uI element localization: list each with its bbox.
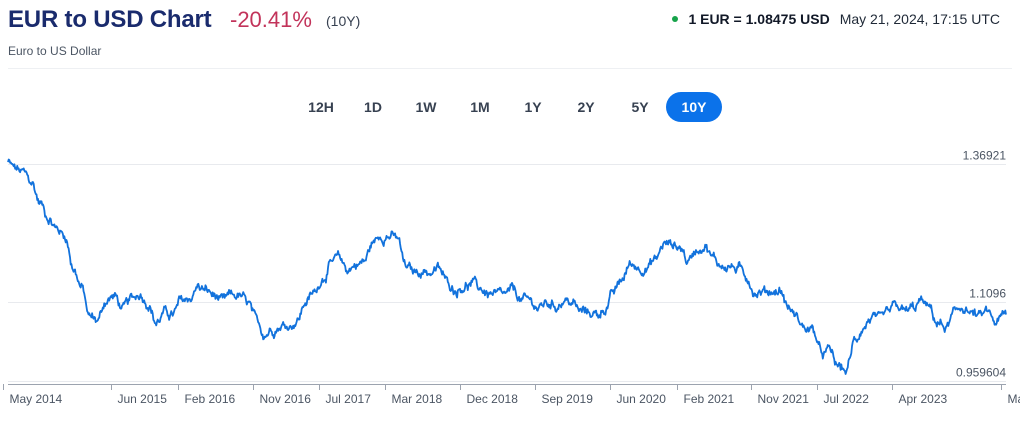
- x-tick-label: Nov 2016: [260, 392, 312, 406]
- chart-header: EUR to USD Chart -20.41% (10Y) 1 EUR = 1…: [8, 4, 1012, 34]
- x-tick-label: Nov 2021: [758, 392, 810, 406]
- live-dot-icon: [672, 16, 679, 22]
- x-tick-label: Dec 2018: [467, 392, 519, 406]
- period-tag: (10Y): [326, 13, 361, 29]
- range-2y-button[interactable]: 2Y: [577, 99, 595, 115]
- x-tick-label: Feb 2021: [684, 392, 735, 406]
- x-tick-label: Jul 2017: [326, 392, 372, 406]
- header-divider: [8, 68, 1012, 69]
- range-1d-button[interactable]: 1D: [364, 99, 382, 115]
- y-reference-label: 1.1096: [969, 287, 1006, 301]
- range-1m-button[interactable]: 1M: [470, 99, 490, 115]
- x-tick-label: Jun 2020: [617, 392, 667, 406]
- page-title: EUR to USD Chart: [8, 6, 212, 33]
- range-1w-button[interactable]: 1W: [415, 99, 437, 115]
- time-range-selector: 12H 1D 1W 1M 1Y 2Y 5Y 10Y: [296, 92, 722, 122]
- range-1y-button[interactable]: 1Y: [524, 99, 542, 115]
- x-tick-label: Jun 2015: [118, 392, 168, 406]
- range-12h-button[interactable]: 12H: [308, 99, 334, 115]
- range-5y-button[interactable]: 5Y: [631, 99, 649, 115]
- x-tick-label: Sep 2019: [542, 392, 594, 406]
- y-reference-label: 1.36921: [963, 149, 1007, 163]
- x-tick-label: Mar 2018: [392, 392, 443, 406]
- x-tick-label: May 2014: [10, 392, 63, 406]
- x-tick-label: Apr 2023: [899, 392, 948, 406]
- x-tick-label: Feb 2016: [185, 392, 236, 406]
- rate-value: 1 EUR = 1.08475 USD: [688, 11, 830, 27]
- y-reference-label: 0.959604: [956, 366, 1006, 380]
- rate-timestamp: May 21, 2024, 17:15 UTC: [839, 11, 1000, 27]
- percent-change: -20.41%: [230, 7, 312, 32]
- range-10y-button[interactable]: 10Y: [666, 92, 722, 122]
- rate-info: 1 EUR = 1.08475 USD May 21, 2024, 17:15 …: [672, 11, 1000, 27]
- x-tick-label: Jul 2022: [824, 392, 870, 406]
- eur-usd-price-line: [7, 158, 1007, 375]
- subtitle: Euro to US Dollar: [8, 44, 102, 58]
- x-tick-label: May 2024: [1008, 392, 1020, 406]
